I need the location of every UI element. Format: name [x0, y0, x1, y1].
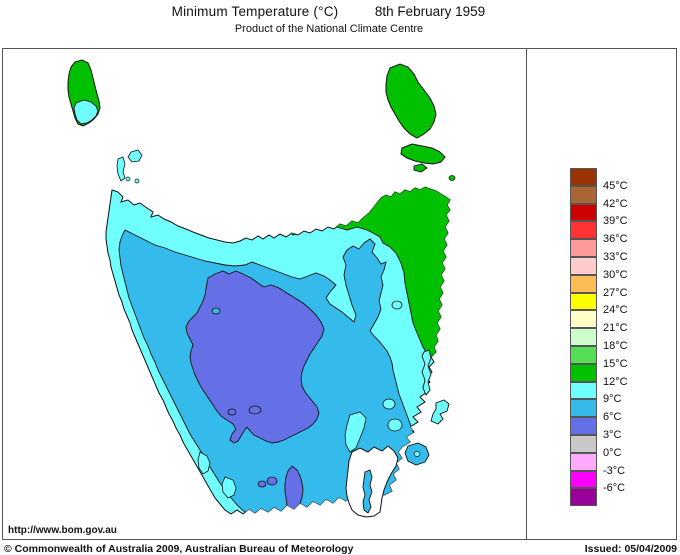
hunter-islet-dot [125, 176, 131, 182]
periwinkle-dot [227, 408, 237, 416]
legend-label: 15°C [603, 357, 628, 370]
legend-swatch [570, 239, 597, 257]
hunter-islet-dot [134, 178, 140, 184]
region-3-6c-central [185, 270, 325, 444]
legend-swatch [570, 221, 597, 240]
copyright-text: © Commonwealth of Australia 2009, Austra… [4, 543, 354, 555]
cape-barren-island [400, 143, 446, 165]
legend-swatch [570, 363, 597, 382]
legend-swatch [570, 345, 597, 364]
legend-label: 42°C [603, 197, 628, 210]
legend-label: 9°C [603, 393, 622, 406]
map-date: 8th February 1959 [374, 4, 486, 19]
legend-label: 30°C [603, 268, 628, 281]
issued-date: Issued: 05/04/2009 [584, 543, 677, 555]
legend-label: 6°C [603, 411, 622, 424]
legend-divider-line [526, 48, 527, 540]
legend-boxes [570, 168, 597, 507]
cyan-patch [387, 418, 403, 432]
southeast-bay [345, 445, 399, 518]
freycinet-strip [421, 349, 432, 396]
region-3-6c-south-lobe [284, 465, 304, 514]
legend-label: 21°C [603, 322, 628, 335]
flinders-island [385, 63, 437, 139]
legend-label: -3°C [603, 464, 626, 477]
cyan-patch-southeast [344, 411, 367, 453]
legend-label: 0°C [603, 446, 622, 459]
legend-swatch [570, 256, 597, 275]
legend-swatch [570, 168, 597, 186]
northeast-islet [448, 175, 456, 181]
hunter-islet [116, 156, 126, 182]
legend-label: 45°C [603, 179, 628, 192]
legend-swatch [570, 203, 597, 222]
legend-label: 3°C [603, 429, 622, 441]
cyan-contour-dot [391, 300, 403, 310]
page-title: Minimum Temperature (°C) [171, 4, 339, 19]
map-subtitle: Product of the National Climate Centre [234, 23, 424, 35]
legend-label: 39°C [603, 215, 628, 228]
legend-label: -6°C [603, 482, 626, 495]
cyan-dot-tasman [413, 451, 421, 457]
legend-swatch [570, 488, 597, 507]
clarke-island [413, 163, 428, 173]
legend-swatch [570, 185, 597, 204]
periwinkle-dot [266, 476, 278, 486]
legend-label: 12°C [603, 375, 628, 388]
legend-swatch [570, 470, 597, 489]
legend-label: 27°C [603, 286, 628, 299]
legend-swatch [570, 434, 597, 453]
bruny-island [362, 469, 373, 514]
legend-swatch [570, 381, 597, 400]
cyan-patch-southwest [197, 451, 211, 475]
legend-label: 36°C [603, 233, 628, 246]
bom-url: http://www.bom.gov.au [8, 525, 117, 536]
legend-label: 33°C [603, 251, 628, 263]
legend-swatch [570, 274, 597, 293]
maria-island [430, 399, 450, 425]
cyan-patch-southwest [221, 476, 237, 499]
cyan-patch [382, 398, 396, 410]
skyblue-hole-in-plateau [211, 307, 221, 315]
temperature-legend: 45°C 42°C 39°C 36°C 33°C 30°C 27°C 24°C 21°C 18°C… [570, 168, 628, 507]
periwinkle-dot [257, 480, 267, 488]
legend-swatch [570, 452, 597, 471]
hunter-islet [127, 149, 143, 163]
legend-swatch [570, 328, 597, 346]
legend-swatch [570, 310, 597, 329]
legend-swatch [570, 292, 597, 311]
legend-swatch [570, 417, 597, 435]
periwinkle-dot [248, 405, 262, 415]
legend-label: 24°C [603, 304, 628, 317]
region-12-15c-northeast [329, 187, 450, 359]
king-island-cyan-south [73, 99, 99, 125]
legend-label: 18°C [603, 340, 628, 352]
legend-swatch [570, 399, 597, 418]
